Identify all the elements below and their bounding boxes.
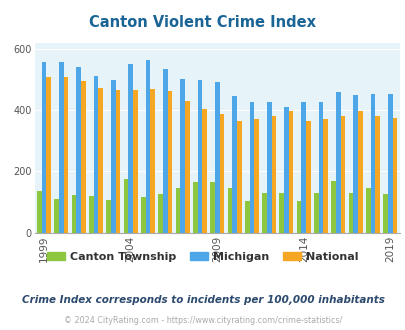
Bar	[266, 102, 271, 233]
Bar	[46, 77, 51, 233]
Bar	[76, 67, 81, 233]
Bar	[214, 82, 219, 233]
Bar	[330, 181, 335, 233]
Bar	[236, 121, 241, 233]
Bar	[202, 109, 207, 233]
Bar	[123, 179, 128, 233]
Bar	[210, 182, 214, 233]
Bar	[232, 96, 236, 233]
Bar	[98, 88, 103, 233]
Bar	[301, 102, 305, 233]
Bar	[340, 116, 345, 233]
Bar	[288, 111, 293, 233]
Bar	[335, 92, 340, 233]
Bar	[106, 200, 111, 233]
Text: Canton Violent Crime Index: Canton Violent Crime Index	[89, 15, 316, 30]
Bar	[284, 107, 288, 233]
Bar	[42, 62, 46, 233]
Bar	[158, 194, 162, 233]
Bar	[71, 195, 76, 233]
Bar	[115, 90, 120, 233]
Bar	[227, 188, 232, 233]
Bar	[150, 89, 155, 233]
Bar	[141, 197, 145, 233]
Bar	[81, 81, 85, 233]
Text: Crime Index corresponds to incidents per 100,000 inhabitants: Crime Index corresponds to incidents per…	[21, 295, 384, 305]
Bar	[180, 79, 184, 233]
Bar	[37, 191, 42, 233]
Bar	[262, 193, 266, 233]
Bar	[348, 193, 352, 233]
Bar	[313, 193, 318, 233]
Bar	[318, 102, 323, 233]
Bar	[175, 188, 180, 233]
Bar	[382, 194, 387, 233]
Bar	[197, 80, 202, 233]
Bar	[305, 121, 310, 233]
Bar	[132, 90, 137, 233]
Bar	[89, 196, 94, 233]
Text: © 2024 CityRating.com - https://www.cityrating.com/crime-statistics/: © 2024 CityRating.com - https://www.city…	[64, 316, 341, 325]
Bar	[375, 116, 379, 233]
Legend: Canton Township, Michigan, National: Canton Township, Michigan, National	[43, 248, 362, 267]
Bar	[357, 111, 362, 233]
Bar	[352, 95, 357, 233]
Bar	[279, 193, 284, 233]
Bar	[184, 101, 189, 233]
Bar	[145, 60, 150, 233]
Bar	[54, 199, 59, 233]
Bar	[296, 201, 301, 233]
Bar	[370, 94, 375, 233]
Bar	[387, 94, 392, 233]
Bar	[128, 64, 132, 233]
Bar	[254, 119, 258, 233]
Bar	[219, 114, 224, 233]
Bar	[59, 62, 64, 233]
Bar	[94, 76, 98, 233]
Bar	[365, 188, 370, 233]
Bar	[249, 102, 254, 233]
Bar	[244, 201, 249, 233]
Bar	[192, 182, 197, 233]
Bar	[392, 117, 396, 233]
Bar	[167, 91, 172, 233]
Bar	[111, 80, 115, 233]
Bar	[162, 69, 167, 233]
Bar	[64, 77, 68, 233]
Bar	[323, 119, 327, 233]
Bar	[271, 116, 275, 233]
